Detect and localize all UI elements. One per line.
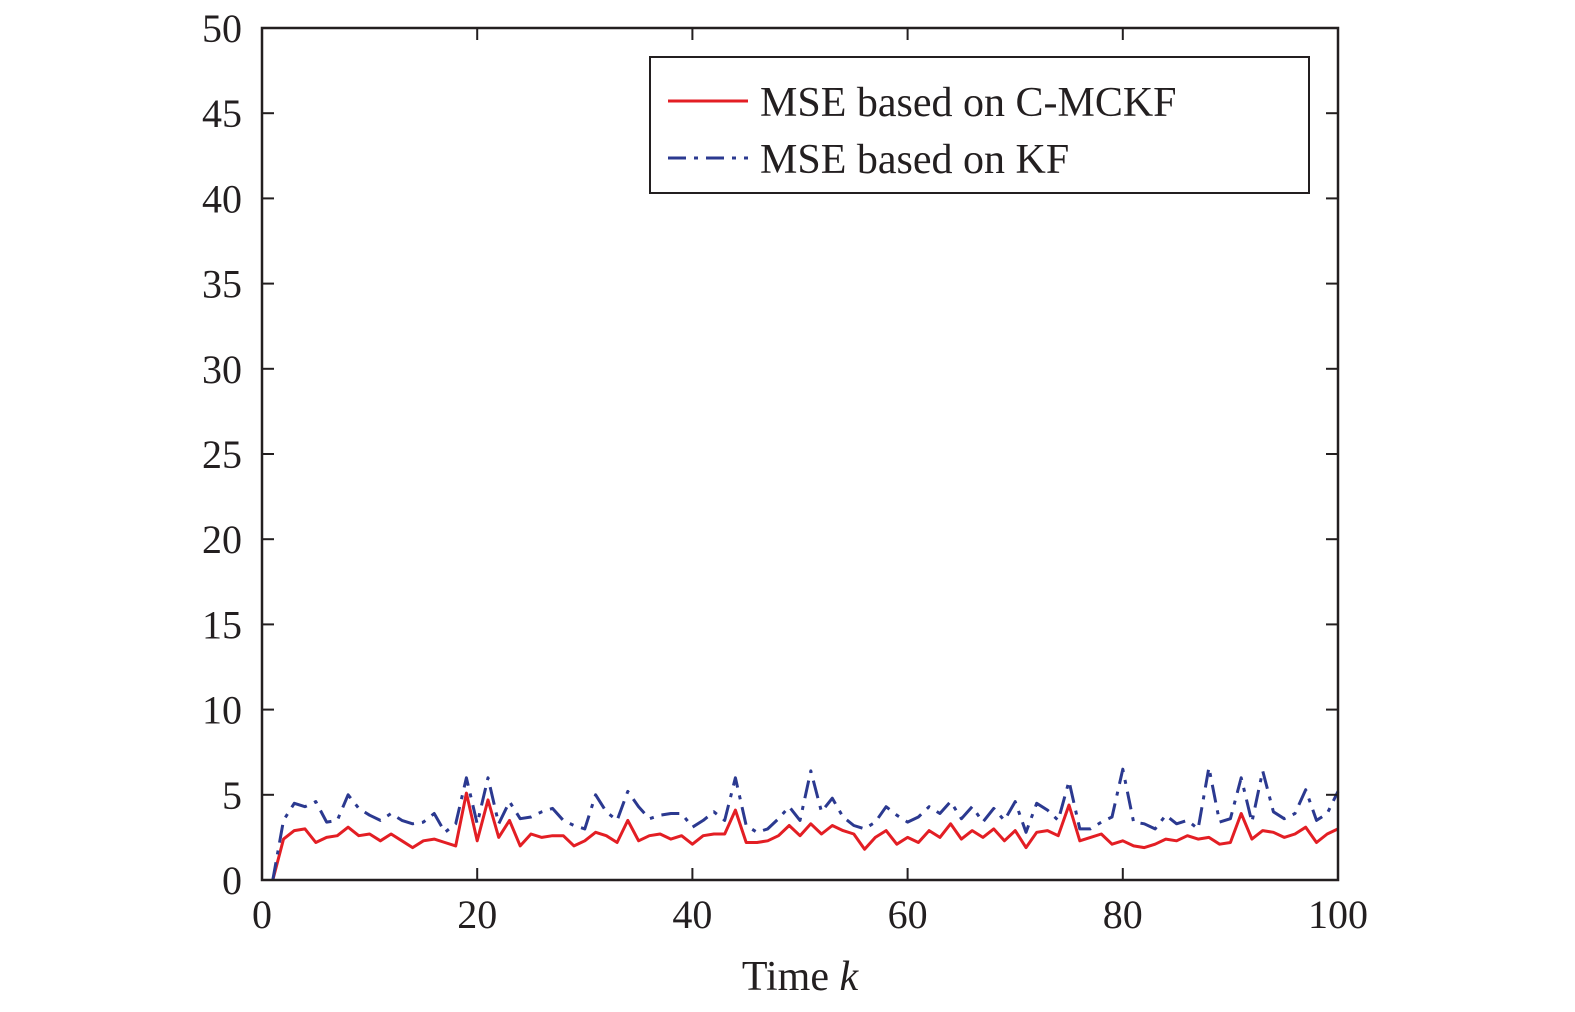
x-tick-label: 60 (888, 892, 928, 937)
x-axis-title-text: Time (742, 954, 829, 1000)
series-layer (271, 766, 1340, 881)
x-axis-title: Time k (742, 954, 860, 1000)
x-tick-label: 40 (672, 892, 712, 937)
y-tick-label: 50 (202, 6, 242, 51)
x-tick-label: 100 (1308, 892, 1368, 937)
ticks-layer: 0 20 40 60 80 100 0 5 10 15 20 25 30 35 40 45 50 (202, 6, 1368, 937)
y-tick-label: 10 (202, 688, 242, 733)
y-tick-label: 0 (222, 858, 242, 903)
y-tick-label: 35 (202, 262, 242, 307)
y-tick-label: 25 (202, 432, 242, 477)
x-tick-label: 80 (1103, 892, 1143, 937)
x-tick-label: 0 (252, 892, 272, 937)
y-tick-label: 5 (222, 773, 242, 818)
legend-box (649, 56, 1310, 194)
legend-label: MSE based on KF (760, 137, 1069, 183)
y-tick-label: 45 (202, 91, 242, 136)
y-tick-label: 20 (202, 517, 242, 562)
series-line-c-mckf (271, 791, 1339, 881)
x-axis-title-variable: k (840, 954, 860, 1000)
y-tick-label: 30 (202, 347, 242, 392)
legend-label: MSE based on C-MCKF (760, 80, 1177, 126)
series-line-kf (271, 766, 1340, 881)
y-tick-label: 15 (202, 602, 242, 647)
legend: MSE based on C-MCKF MSE based on KF (649, 56, 1310, 194)
y-tick-label: 40 (202, 176, 242, 221)
x-tick-label: 20 (457, 892, 497, 937)
